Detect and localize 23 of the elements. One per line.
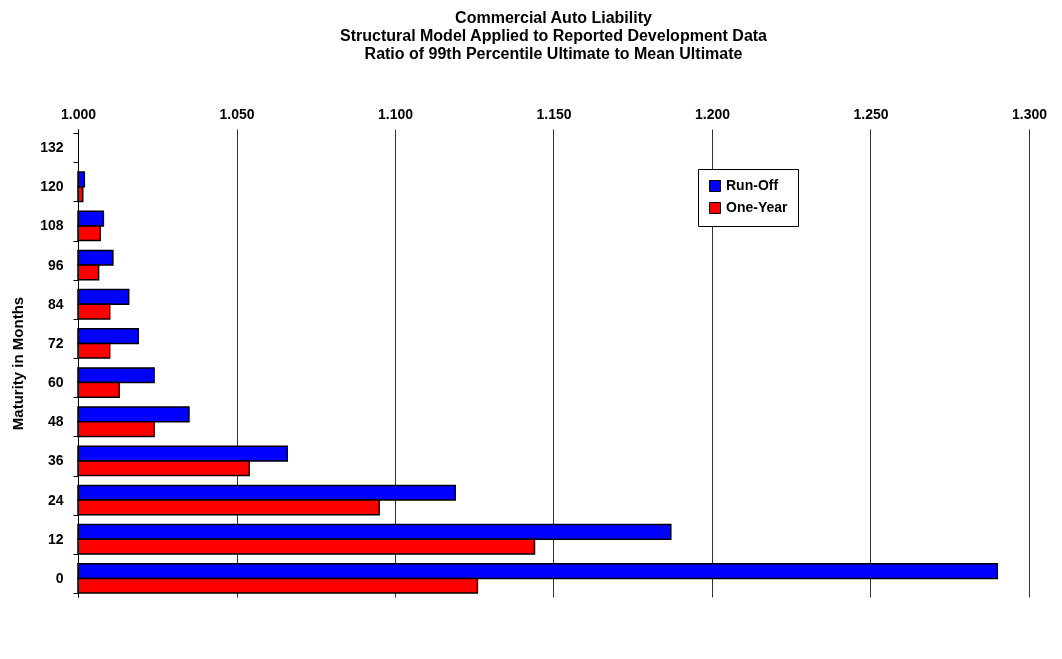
y-tick-label: 120 [40,178,64,195]
y-tick-label: 72 [47,334,64,351]
chart-title: Commercial Auto Liability Structural Model Applied to Reported Development Data Ratio of 99th Percentile Ultimate to Mean Ultimate [339,9,768,62]
x-tick-label: 1.050 [219,105,255,122]
x-tick-label: 1.000 [60,105,97,122]
y-tick-label: 12 [47,530,64,547]
y-tick-label: 132 [40,139,64,156]
y-tick-label: 24 [47,491,64,508]
x-tick-label: 1.200 [694,105,731,122]
legend-label: One-Year [726,199,789,215]
y-tick-label: 60 [47,374,64,391]
x-tick-label: 1.100 [377,105,414,122]
y-tick-label: 108 [40,217,64,234]
y-tick-label: 0 [55,569,64,586]
y-tick-label: 36 [47,452,64,469]
y-tick-label: 96 [47,256,64,273]
x-tick-label: 1.300 [1011,105,1048,122]
y-tick-label: 48 [47,413,64,430]
y-axis-title: Maturity in Months [9,296,27,431]
x-tick-label: 1.250 [853,105,889,122]
x-tick-label: 1.150 [536,105,572,122]
y-tick-label: 84 [47,295,64,312]
legend-label: Run-Off [726,177,779,193]
